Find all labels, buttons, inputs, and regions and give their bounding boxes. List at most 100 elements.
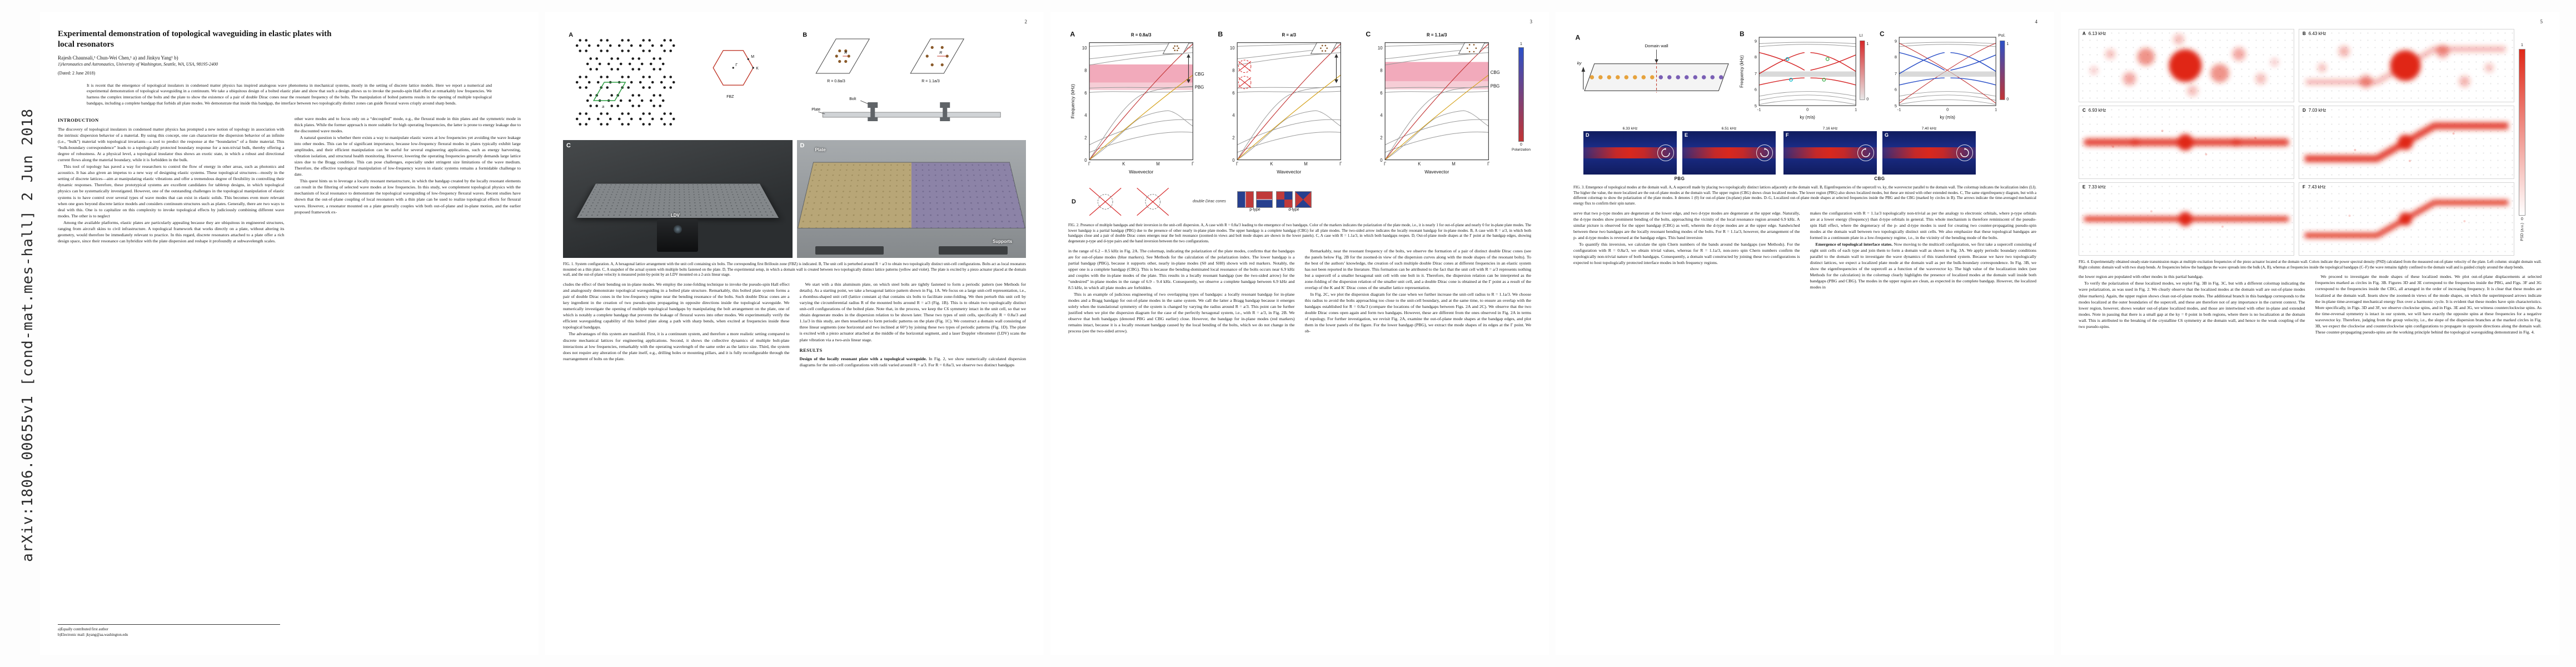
page-number: 5 bbox=[2540, 19, 2543, 24]
wavefield-panel-f: F 7.43 kHz bbox=[2299, 182, 2514, 256]
svg-text:C: C bbox=[1366, 30, 1371, 38]
svg-text:M: M bbox=[1156, 162, 1160, 167]
svg-text:0: 0 bbox=[1084, 158, 1087, 163]
svg-text:7: 7 bbox=[1895, 71, 1897, 76]
body-paragraph: A natural question is whether there exis… bbox=[294, 135, 521, 177]
svg-text:2: 2 bbox=[1380, 136, 1382, 141]
svg-text:0: 0 bbox=[1866, 96, 1869, 101]
page4-right-column: makes the configuration with R = 1.1a/3 … bbox=[1810, 210, 2037, 639]
fig2-dispersion-b: B R = a/3 0 bbox=[1218, 30, 1342, 175]
body-paragraph: In Fig. 2C, we plot the dispersion diagr… bbox=[1304, 292, 1532, 334]
fig1-panel-lattice: A a Γ K M FBZ bbox=[569, 32, 759, 126]
mode-shape-f: F bbox=[1783, 131, 1877, 175]
p-mode-shape-2 bbox=[1255, 191, 1273, 208]
svg-text:Γ: Γ bbox=[1236, 162, 1239, 167]
svg-text:Γ: Γ bbox=[1339, 162, 1342, 167]
paragraph-text: In Fig. 2, we show numerically calculate… bbox=[799, 356, 1027, 367]
paragraph-heading: Emergence of topological interface state… bbox=[1815, 241, 1893, 247]
body-paragraph: We start with a thin aluminum plate, on … bbox=[799, 281, 1027, 342]
fig2-zoom-row: D double Dirac cones bbox=[1068, 185, 1531, 219]
lattice-domain-yellow bbox=[798, 162, 911, 228]
pbg-group-label: PBG bbox=[1674, 176, 1685, 181]
page-5: 5 A 6.13 kHz bbox=[2061, 12, 2559, 655]
svg-text:1: 1 bbox=[1995, 107, 1997, 112]
svg-text:0: 0 bbox=[1946, 107, 1949, 112]
pbg-mode-group: 6.33 kHz D 6.51 kHz bbox=[1583, 127, 1776, 181]
svg-text:Wavevector: Wavevector bbox=[1424, 169, 1449, 175]
fig2-dispersion-c: C R = 1.1a/3 CBG PBG 0 2 4 6 bbox=[1366, 30, 1500, 175]
page1-left-column: INTRODUCTION The discovery of topologica… bbox=[58, 116, 285, 639]
svg-text:A: A bbox=[1070, 30, 1075, 38]
svg-text:Wavevector: Wavevector bbox=[1129, 169, 1153, 175]
svg-text:5: 5 bbox=[1755, 103, 1757, 108]
section-introduction: INTRODUCTION bbox=[58, 117, 99, 123]
svg-text:5: 5 bbox=[1895, 103, 1897, 108]
colorbar-gradient bbox=[2519, 49, 2525, 216]
svg-text:M: M bbox=[1304, 162, 1308, 167]
figure-2-caption: FIG. 2. Presence of multiple bandgaps an… bbox=[1068, 222, 1531, 243]
svg-text:10: 10 bbox=[1082, 46, 1087, 51]
svg-text:Pol.: Pol. bbox=[1998, 33, 2005, 38]
svg-text:6: 6 bbox=[1755, 87, 1757, 92]
ldv-device bbox=[657, 219, 699, 252]
svg-text:7: 7 bbox=[1755, 71, 1757, 76]
svg-text:A: A bbox=[569, 32, 573, 38]
body-paragraph: To quantify this inversion, we calculate… bbox=[1573, 241, 1800, 266]
footnote-email[interactable]: b)Electronic mail: jkyang@aa.washington.… bbox=[58, 633, 128, 637]
svg-text:4: 4 bbox=[1084, 113, 1087, 118]
colorbar-min: 0 bbox=[2521, 217, 2523, 222]
svg-text:8: 8 bbox=[1380, 68, 1383, 73]
figure-1: A a Γ K M FBZ bbox=[563, 29, 1026, 278]
svg-text:2: 2 bbox=[1232, 136, 1234, 141]
svg-text:Domain wall: Domain wall bbox=[1645, 43, 1668, 48]
svg-text:ky: ky bbox=[1577, 61, 1582, 66]
page-2: 2 A a Γ K bbox=[545, 12, 1044, 655]
plate-surface bbox=[797, 162, 1025, 229]
support-left bbox=[815, 246, 884, 255]
svg-text:B: B bbox=[1740, 31, 1744, 38]
svg-text:1: 1 bbox=[1855, 107, 1857, 112]
mode-shape-d: D bbox=[1583, 131, 1677, 175]
body-paragraph: Design of the locally resonant plate wit… bbox=[800, 356, 1027, 368]
svg-text:1: 1 bbox=[1866, 41, 1869, 46]
svg-text:ky (π/a): ky (π/a) bbox=[1940, 115, 1955, 120]
svg-text:6: 6 bbox=[1232, 91, 1235, 96]
mode-shape-tiles: p-type d-type bbox=[1237, 191, 1312, 212]
mode-frequency: 7.40 kHz bbox=[1921, 127, 1937, 131]
body-paragraph: We proceed to investigate the mode shape… bbox=[2315, 274, 2542, 335]
panel-letter: C bbox=[2082, 108, 2086, 113]
wavefield-panel-d: D 7.03 kHz bbox=[2299, 106, 2514, 179]
svg-text:K: K bbox=[1418, 162, 1421, 167]
body-paragraph: This tool of topology has paved a way fo… bbox=[58, 164, 285, 218]
body-paragraph: the lower region are populated with othe… bbox=[2079, 274, 2204, 280]
svg-text:6: 6 bbox=[1380, 91, 1383, 96]
figure-4-caption: FIG. 4. Experimentally obtained steady-s… bbox=[2079, 260, 2542, 270]
page-3: 3 A R = 0.8a/3 CBG bbox=[1050, 12, 1549, 655]
zoom-annotation: double Dirac cones bbox=[1192, 200, 1226, 204]
svg-text:CBG: CBG bbox=[1195, 72, 1204, 77]
svg-text:CBG: CBG bbox=[1491, 70, 1500, 75]
page2-right-column: We start with a thin aluminum plate, on … bbox=[800, 281, 1027, 639]
page-number: 3 bbox=[1529, 19, 1533, 24]
body-paragraph: Remarkably, near the resonant frequency … bbox=[1304, 248, 1532, 290]
svg-text:R = 1.1a/3: R = 1.1a/3 bbox=[1427, 32, 1447, 37]
svg-text:10: 10 bbox=[1378, 46, 1383, 51]
fig3-supercell-dispersion-pol: C bbox=[1880, 31, 2009, 120]
panel-letter: D bbox=[2303, 108, 2306, 113]
svg-text:0: 0 bbox=[1232, 158, 1235, 163]
body-paragraph: in the range of 6.2 – 8.5 kHz in Fig. 2A… bbox=[1068, 248, 1295, 290]
authors-line: Rajesh Chaunsali,¹ Chun-Wei Chen,¹ a) an… bbox=[58, 54, 178, 61]
lattice-domain-violet bbox=[911, 162, 1025, 228]
pages-strip: Experimental demonstration of topologica… bbox=[40, 12, 2559, 655]
svg-text:9: 9 bbox=[1755, 39, 1757, 44]
wavefield-panel-b: B 6.43 kHz bbox=[2299, 29, 2514, 102]
body-paragraph: cludes the effect of their bending on in… bbox=[563, 281, 790, 330]
svg-text:Bolt: Bolt bbox=[849, 97, 856, 101]
unit-cell-outline bbox=[592, 82, 626, 101]
panel-letter: C bbox=[566, 142, 571, 149]
svg-text:Frequency (kHz): Frequency (kHz) bbox=[1740, 55, 1745, 88]
p-type-label: p-type bbox=[1249, 208, 1260, 212]
paragraph-text: Now moving to the multicell configuratio… bbox=[1810, 241, 2037, 290]
page3-right-column: Remarkably, near the resonant frequency … bbox=[1305, 248, 1532, 639]
svg-text:6: 6 bbox=[1895, 87, 1897, 92]
